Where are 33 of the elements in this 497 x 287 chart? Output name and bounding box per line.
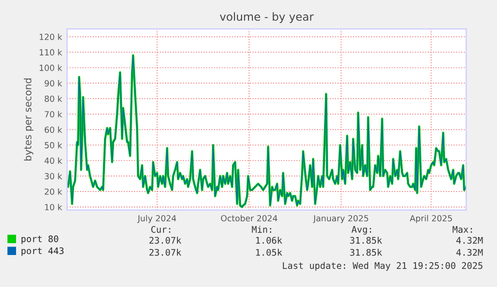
text: 31.85k [350,248,382,256]
y-tick-label: 90 k [44,80,62,86]
y-tick-label: 120 k [40,34,62,40]
text: Avg: [352,226,372,235]
x-tick-label: October 2024 [221,214,278,222]
legend-label: port 80 [22,235,58,244]
y-tick-label: 50 k [44,142,62,148]
text: 1.06k [256,236,282,244]
y-tick-label: 20 k [44,188,62,195]
y-tick-label: 60 k [44,126,62,133]
text: 31.85k [350,236,382,244]
text: Min: [252,226,272,233]
y-axis-title: bytes per second [24,78,34,161]
y-tick-label: 10 k [45,204,62,210]
text: 23.07k [149,236,182,244]
y-tick-label: 30 k [44,172,62,180]
legend-label: port 443 [22,247,64,256]
x-tick-label: July 2024 [137,214,176,224]
chart-title: volume - by year [220,12,314,23]
text: Cur: [151,226,170,233]
text: 4.32M [456,248,483,256]
x-tick-label: January 2025 [313,215,368,224]
y-tick-label: 110 k [40,49,62,56]
y-tick-label: 100 k [40,64,62,71]
y-tick-label: 40 k [44,157,62,164]
y-tick-label: 70 k [44,110,62,118]
text: 1.05k [256,248,282,256]
y-tick-label: 80 k [44,95,62,102]
text: Max: [452,226,472,233]
text: Last update: Wed May 21 19:25:00 2025 [282,262,482,271]
text: 23.07k [149,248,182,256]
text: 4.32M [456,236,483,244]
x-tick-label: April 2025 [410,214,452,224]
